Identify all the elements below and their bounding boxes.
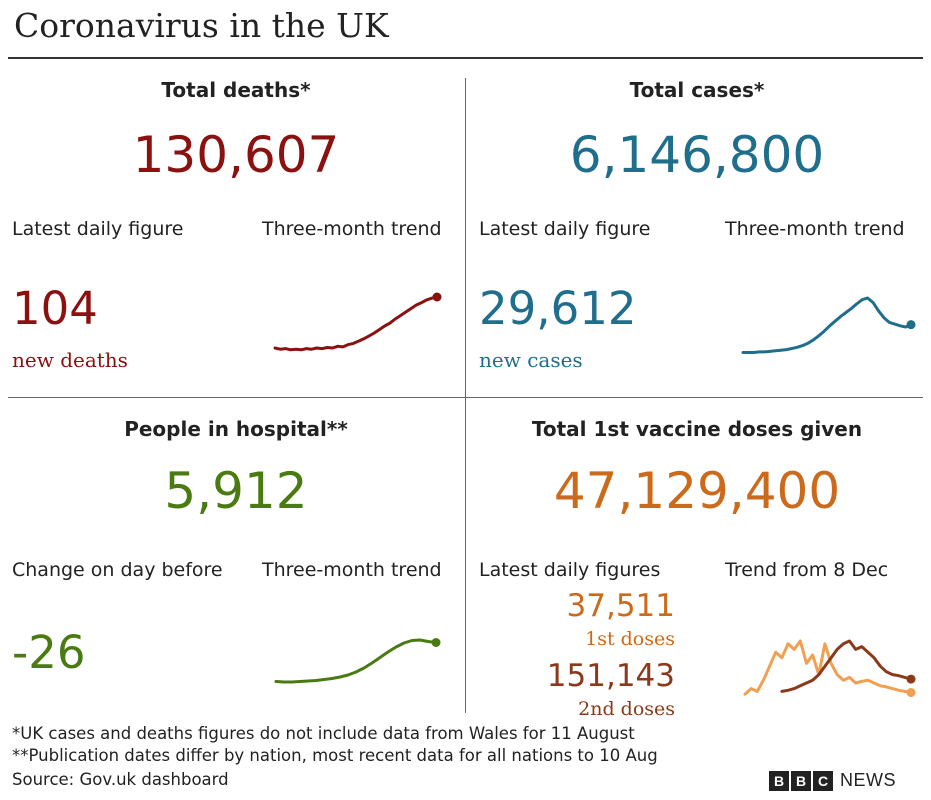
vaccine-panel: Total 1st vaccine doses given 47,129,400… (467, 400, 927, 720)
trend-end-dot-1-0 (906, 320, 916, 330)
trend-end-dot-0-0 (432, 292, 442, 302)
hospital-daily: -26 (12, 626, 86, 679)
deaths-daily: 104 (12, 282, 98, 335)
trend-line-1-0 (741, 296, 913, 354)
trend-line-0-0 (273, 295, 439, 352)
cases-title: Total cases* (629, 78, 765, 102)
hospital-trend-chart (274, 638, 441, 684)
trend-end-dot-3-1 (906, 674, 916, 684)
cases-daily-sub: new cases (479, 348, 583, 372)
dose2-label: 2nd doses (578, 698, 675, 720)
cases-daily: 29,612 (479, 282, 637, 335)
bbc-logo-letter: B (769, 770, 789, 791)
vaccine-total: 47,129,400 (553, 462, 841, 520)
deaths-latest-label: Latest daily figure (12, 218, 184, 240)
hospital-latest-label: Change on day before (12, 559, 223, 581)
trend-line-3-1 (780, 639, 913, 693)
deaths-title: Total deaths* (161, 78, 311, 102)
deaths-panel: Total deaths* 130,607 Latest daily figur… (6, 60, 466, 380)
trend-end-dot-3-0 (906, 688, 916, 698)
hospital-title: People in hospital** (124, 417, 348, 441)
dose1-value: 37,511 (566, 588, 675, 624)
cases-trend-chart (741, 296, 916, 354)
trend-line-2-0 (274, 638, 438, 684)
hospital-panel: People in hospital** 5,912 Change on day… (6, 400, 466, 720)
vertical-divider (465, 78, 466, 713)
cases-panel: Total cases* 6,146,800 Latest daily figu… (467, 60, 927, 380)
dose1-label: 1st doses (585, 628, 675, 650)
vaccine-latest-label: Latest daily figures (479, 559, 661, 581)
vaccine-trend-label: Trend from 8 Dec (725, 559, 889, 581)
deaths-trend-chart (273, 292, 442, 352)
bbc-news-logo: B B C NEWS (769, 770, 896, 791)
bbc-logo-letter: B (791, 770, 811, 791)
cases-total: 6,146,800 (569, 126, 825, 184)
bbc-logo-news: NEWS (840, 770, 896, 790)
deaths-total: 130,607 (132, 126, 340, 184)
vaccine-trend-chart (743, 639, 916, 698)
footnote-source: Source: Gov.uk dashboard (12, 770, 229, 789)
hospital-trend-label: Three-month trend (262, 559, 442, 581)
trend-end-dot-2-0 (431, 638, 441, 647)
deaths-daily-sub: new deaths (12, 348, 128, 372)
bbc-logo-letter: C (813, 770, 833, 791)
footnote-wales: *UK cases and deaths figures do not incl… (12, 724, 635, 743)
vaccine-title: Total 1st vaccine doses given (531, 417, 863, 441)
hospital-total: 5,912 (164, 462, 308, 520)
deaths-trend-label: Three-month trend (262, 218, 442, 240)
page-title: Coronavirus in the UK (14, 6, 389, 45)
footnote-publication: **Publication dates differ by nation, mo… (12, 746, 658, 765)
cases-latest-label: Latest daily figure (479, 218, 651, 240)
cases-trend-label: Three-month trend (725, 218, 905, 240)
title-rule (8, 57, 923, 59)
dose2-value: 151,143 (546, 658, 675, 694)
trend-line-3-0 (743, 639, 913, 696)
